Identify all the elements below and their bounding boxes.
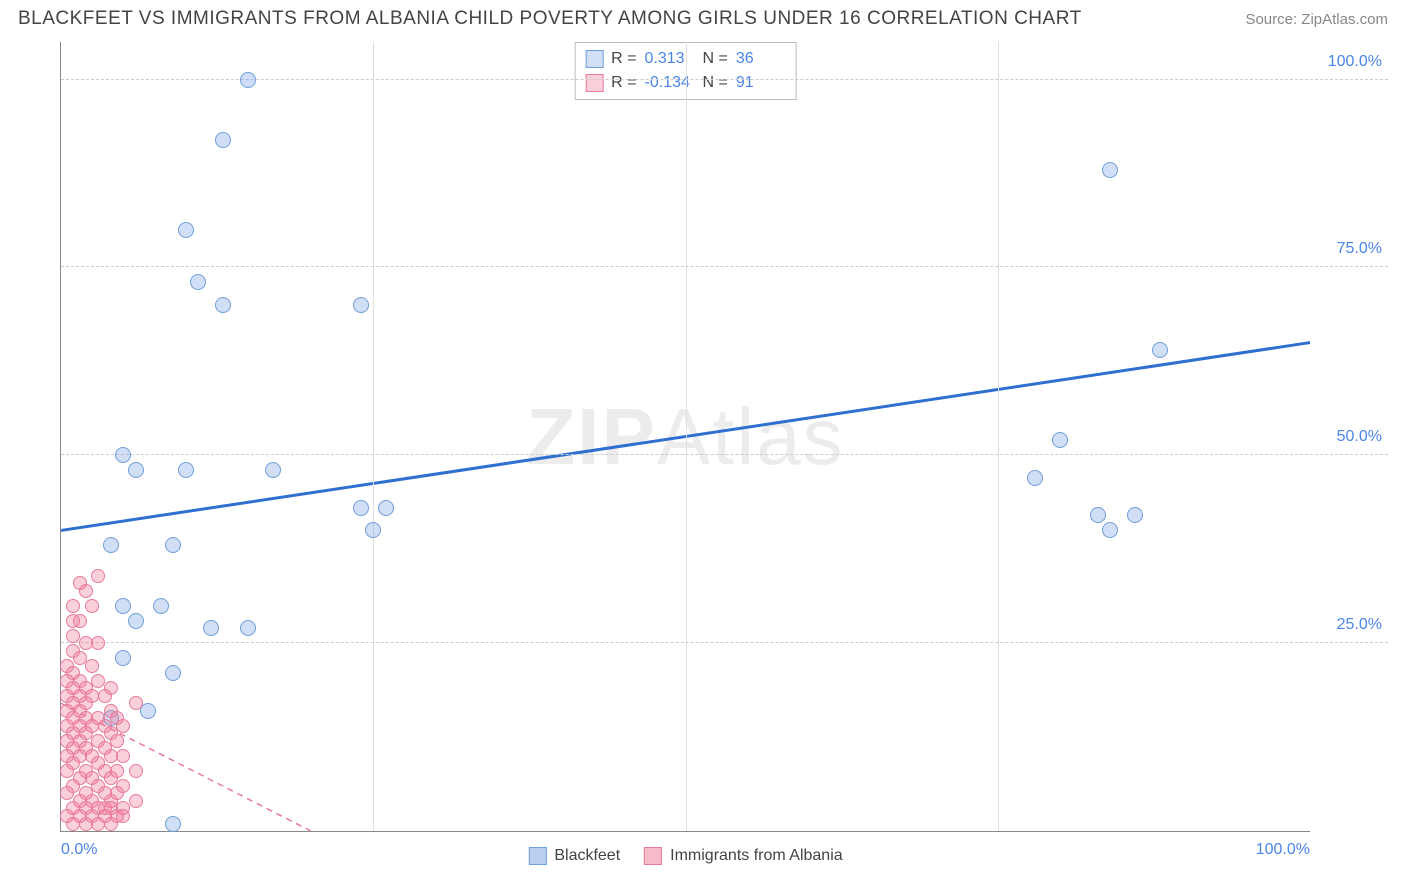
data-point xyxy=(1102,162,1118,178)
stat-r-value: -0.134 xyxy=(645,71,695,95)
series-legend: Blackfeet Immigrants from Albania xyxy=(528,847,842,865)
data-point xyxy=(203,620,219,636)
data-point xyxy=(178,222,194,238)
gridline-vertical xyxy=(686,42,687,831)
data-point xyxy=(110,764,124,778)
data-point xyxy=(116,809,130,823)
data-point xyxy=(215,132,231,148)
legend-swatch xyxy=(585,50,603,68)
stat-n-label: N = xyxy=(703,71,728,95)
y-tick-label: 25.0% xyxy=(1337,616,1382,634)
data-point xyxy=(73,614,87,628)
data-point xyxy=(129,794,143,808)
data-point xyxy=(128,462,144,478)
data-point xyxy=(128,613,144,629)
data-point xyxy=(240,72,256,88)
stat-n-value: 91 xyxy=(736,71,786,95)
data-point xyxy=(85,599,99,613)
data-point xyxy=(153,598,169,614)
data-point xyxy=(1027,470,1043,486)
stat-n-value: 36 xyxy=(736,47,786,71)
data-point xyxy=(1102,522,1118,538)
gridline-horizontal xyxy=(61,642,1388,643)
data-point xyxy=(1052,432,1068,448)
legend-swatch xyxy=(644,847,662,865)
plot-area: ZIPAtlas R =0.313N =36R =-0.134N =91 Bla… xyxy=(60,42,1310,832)
data-point xyxy=(129,696,143,710)
legend-item: Blackfeet xyxy=(528,847,620,865)
data-point xyxy=(98,801,112,815)
data-point xyxy=(178,462,194,478)
data-point xyxy=(73,809,87,823)
gridline-vertical xyxy=(998,42,999,831)
data-point xyxy=(116,779,130,793)
data-point xyxy=(116,749,130,763)
data-point xyxy=(165,816,181,832)
data-point xyxy=(215,297,231,313)
data-point xyxy=(116,719,130,733)
legend-label: Immigrants from Albania xyxy=(670,847,843,865)
data-point xyxy=(265,462,281,478)
data-point xyxy=(66,599,80,613)
data-point xyxy=(165,537,181,553)
data-point xyxy=(115,598,131,614)
legend-label: Blackfeet xyxy=(554,847,620,865)
data-point xyxy=(91,636,105,650)
legend-item: Immigrants from Albania xyxy=(644,847,843,865)
gridline-horizontal xyxy=(61,454,1388,455)
chart-title: BLACKFEET VS IMMIGRANTS FROM ALBANIA CHI… xyxy=(18,8,1082,30)
data-point xyxy=(190,274,206,290)
data-point xyxy=(378,500,394,516)
data-point xyxy=(1152,342,1168,358)
stat-r-value: 0.313 xyxy=(645,47,695,71)
data-point xyxy=(79,584,93,598)
gridline-horizontal xyxy=(61,266,1388,267)
stat-n-label: N = xyxy=(703,47,728,71)
y-tick-label: 50.0% xyxy=(1337,428,1382,446)
x-tick-label: 0.0% xyxy=(61,841,97,859)
data-point xyxy=(85,809,99,823)
data-point xyxy=(85,659,99,673)
source-attribution: Source: ZipAtlas.com xyxy=(1245,11,1388,28)
y-tick-label: 75.0% xyxy=(1337,240,1382,258)
data-point xyxy=(1127,507,1143,523)
data-point xyxy=(353,297,369,313)
gridline-horizontal xyxy=(61,79,1388,80)
data-point xyxy=(103,537,119,553)
legend-swatch xyxy=(585,74,603,92)
data-point xyxy=(140,703,156,719)
data-point xyxy=(353,500,369,516)
stat-r-label: R = xyxy=(611,71,636,95)
data-point xyxy=(240,620,256,636)
stat-r-label: R = xyxy=(611,47,636,71)
x-tick-label: 100.0% xyxy=(1256,841,1310,859)
data-point xyxy=(1090,507,1106,523)
data-point xyxy=(104,681,118,695)
data-point xyxy=(91,569,105,583)
data-point xyxy=(129,764,143,778)
data-point xyxy=(165,665,181,681)
legend-swatch xyxy=(528,847,546,865)
y-tick-label: 100.0% xyxy=(1328,53,1382,71)
data-point xyxy=(115,650,131,666)
correlation-chart: Child Poverty Among Girls Under 16 ZIPAt… xyxy=(18,42,1388,874)
gridline-vertical xyxy=(373,42,374,831)
data-point xyxy=(365,522,381,538)
data-point xyxy=(110,734,124,748)
data-point xyxy=(115,447,131,463)
